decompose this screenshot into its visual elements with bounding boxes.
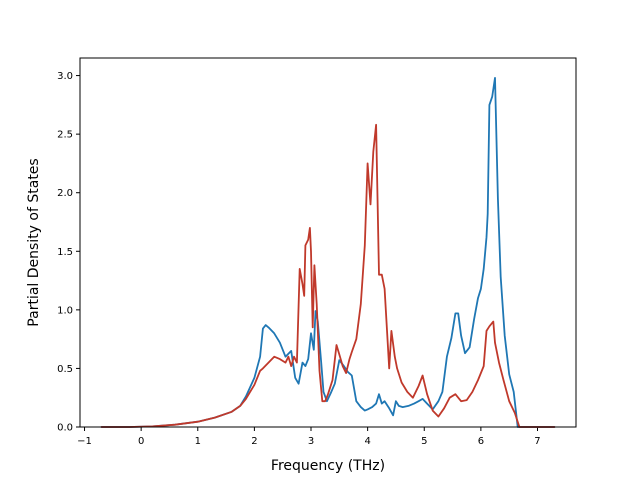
y-tick-label: 0.0 (57, 423, 73, 434)
y-tick-label: 0.5 (57, 364, 73, 375)
y-tick-label: 2.5 (57, 130, 73, 141)
y-tick-label: 3.0 (57, 71, 73, 82)
series-line-1 (100, 77, 556, 428)
x-tick-label: 7 (534, 436, 540, 447)
x-tick-label: 4 (364, 436, 370, 447)
x-tick-label: 3 (308, 436, 314, 447)
y-tick-label: 1.5 (57, 247, 73, 258)
x-tick-label: 2 (251, 436, 257, 447)
x-axis-label: Frequency (THz) (271, 458, 385, 474)
series-line-2 (100, 123, 556, 428)
x-axis-ticks: −1 0 1 2 3 4 5 6 7 (77, 427, 541, 447)
x-tick-label: 0 (138, 436, 144, 447)
x-tick-label: 1 (195, 436, 201, 447)
x-tick-label: 6 (478, 436, 484, 447)
x-tick-label: 5 (421, 436, 427, 447)
y-tick-label: 1.0 (57, 305, 73, 316)
x-tick-label: −1 (77, 436, 92, 447)
series-lines (100, 77, 556, 428)
y-axis-ticks: 0.0 0.5 1.0 1.5 2.0 2.5 3.0 (57, 71, 80, 434)
y-axis-label: Partial Density of States (26, 158, 42, 326)
y-tick-label: 2.0 (57, 188, 73, 199)
plot-frame (79, 57, 577, 428)
